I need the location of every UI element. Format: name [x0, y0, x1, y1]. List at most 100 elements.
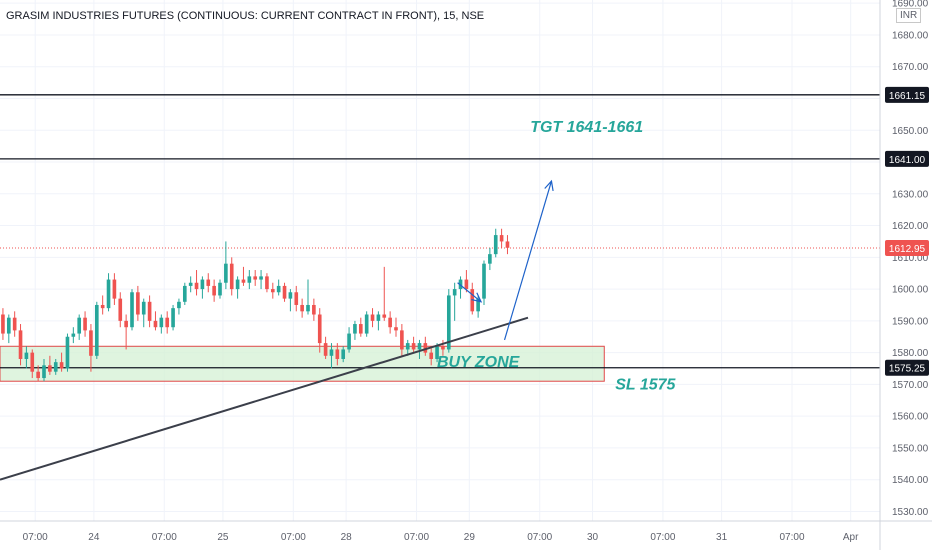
candle — [417, 339, 422, 359]
candle — [165, 311, 170, 334]
candle — [83, 311, 87, 337]
candle — [429, 346, 434, 366]
candle — [423, 336, 428, 356]
candle-body — [171, 308, 175, 328]
candle-body — [270, 289, 275, 293]
candle-body — [347, 333, 351, 350]
candle-body — [458, 279, 463, 290]
candle — [270, 282, 275, 299]
price-label: 1612.95 — [885, 239, 929, 256]
buy-zone-box — [0, 345, 605, 382]
arrow-head — [544, 179, 554, 192]
candle-body — [276, 285, 281, 293]
candle — [53, 358, 58, 375]
price-axis[interactable]: 1530.00 1540.00 1550.00 1560.00 1570.00 1580.… — [879, 0, 929, 550]
candle-body — [394, 327, 398, 331]
candle — [411, 336, 416, 353]
candle-body — [306, 304, 310, 312]
candle-body — [147, 301, 152, 321]
candle — [6, 314, 11, 344]
y-tick-label: 1600.00 — [892, 285, 929, 296]
candle-body — [136, 292, 140, 315]
x-tick-label: 07:00 — [23, 532, 48, 543]
candle — [106, 273, 111, 312]
candle — [253, 270, 258, 286]
candle-body — [18, 330, 23, 359]
candle-body — [499, 235, 504, 242]
candle-body — [53, 362, 58, 372]
candle-body — [59, 362, 64, 369]
y-tick-label: 1630.00 — [892, 189, 929, 200]
candle — [458, 276, 463, 299]
candle — [312, 298, 316, 321]
candle — [370, 308, 375, 328]
candle-body — [89, 330, 93, 356]
candle — [206, 273, 211, 293]
chart-title: GRASIM INDUSTRIES FUTURES (CONTINUOUS: C… — [6, 10, 485, 22]
candle — [177, 298, 181, 315]
candle — [470, 282, 475, 315]
candle-body — [194, 282, 199, 290]
candle — [194, 270, 199, 296]
candle-body — [335, 349, 340, 359]
candle — [317, 308, 322, 353]
candle — [294, 285, 299, 312]
candle-body — [259, 276, 263, 280]
candle — [300, 298, 304, 318]
candle-body — [153, 320, 158, 328]
candle — [382, 266, 387, 321]
y-tick-label: 1560.00 — [892, 412, 929, 423]
candle-body — [94, 304, 99, 356]
price-label-bg — [885, 359, 929, 376]
x-tick-label: 29 — [464, 532, 476, 543]
candle-body — [376, 314, 381, 321]
price-label-text: 1641.00 — [889, 155, 926, 166]
price-label-text: 1612.95 — [889, 244, 926, 255]
x-tick-label: 28 — [341, 532, 353, 543]
candle-body — [77, 317, 82, 334]
y-tick-label: 1670.00 — [892, 62, 929, 73]
time-axis[interactable]: 07:00 24 07:00 25 07:00 28 07:00 29 07:00 30 07:00… — [0, 520, 932, 543]
price-label-text: 1575.25 — [889, 364, 926, 375]
currency-badge[interactable]: INR — [896, 8, 922, 23]
candle-body — [411, 343, 416, 350]
candle-body — [288, 292, 293, 299]
candle — [482, 260, 486, 305]
candle-body — [83, 317, 87, 331]
x-tick-label: 25 — [217, 532, 229, 543]
arrow-shaft — [503, 180, 553, 341]
candle-body — [476, 298, 480, 312]
y-tick-label: 1620.00 — [892, 221, 929, 232]
candle — [400, 324, 404, 356]
x-tick-label: 30 — [587, 532, 599, 543]
candle-body — [159, 317, 164, 328]
candle-body — [212, 285, 216, 296]
arrow-shaft — [457, 282, 482, 303]
candle-body — [329, 349, 334, 356]
candle — [276, 279, 281, 296]
candle — [30, 349, 35, 379]
price-label: 1641.00 — [885, 150, 929, 167]
y-tick-label: 1690.00 — [892, 0, 929, 10]
candle-body — [130, 292, 134, 328]
candle — [200, 276, 205, 299]
candle-body — [36, 371, 40, 379]
candle-body — [382, 314, 387, 318]
candle-body — [388, 317, 392, 328]
candle-body — [488, 254, 492, 264]
candle — [259, 270, 263, 290]
candle — [329, 343, 334, 369]
candle-body — [177, 301, 181, 309]
candle-body — [141, 301, 146, 315]
y-tick-label: 1590.00 — [892, 316, 929, 327]
candle — [153, 311, 158, 331]
candle-body — [124, 320, 128, 328]
candle-body — [48, 365, 52, 372]
candle — [364, 311, 369, 337]
candle — [282, 282, 287, 302]
y-tick-label: 1580.00 — [892, 348, 929, 359]
candle — [182, 282, 187, 305]
candle — [241, 266, 246, 286]
annotation-text: SL 1575 — [615, 376, 676, 393]
